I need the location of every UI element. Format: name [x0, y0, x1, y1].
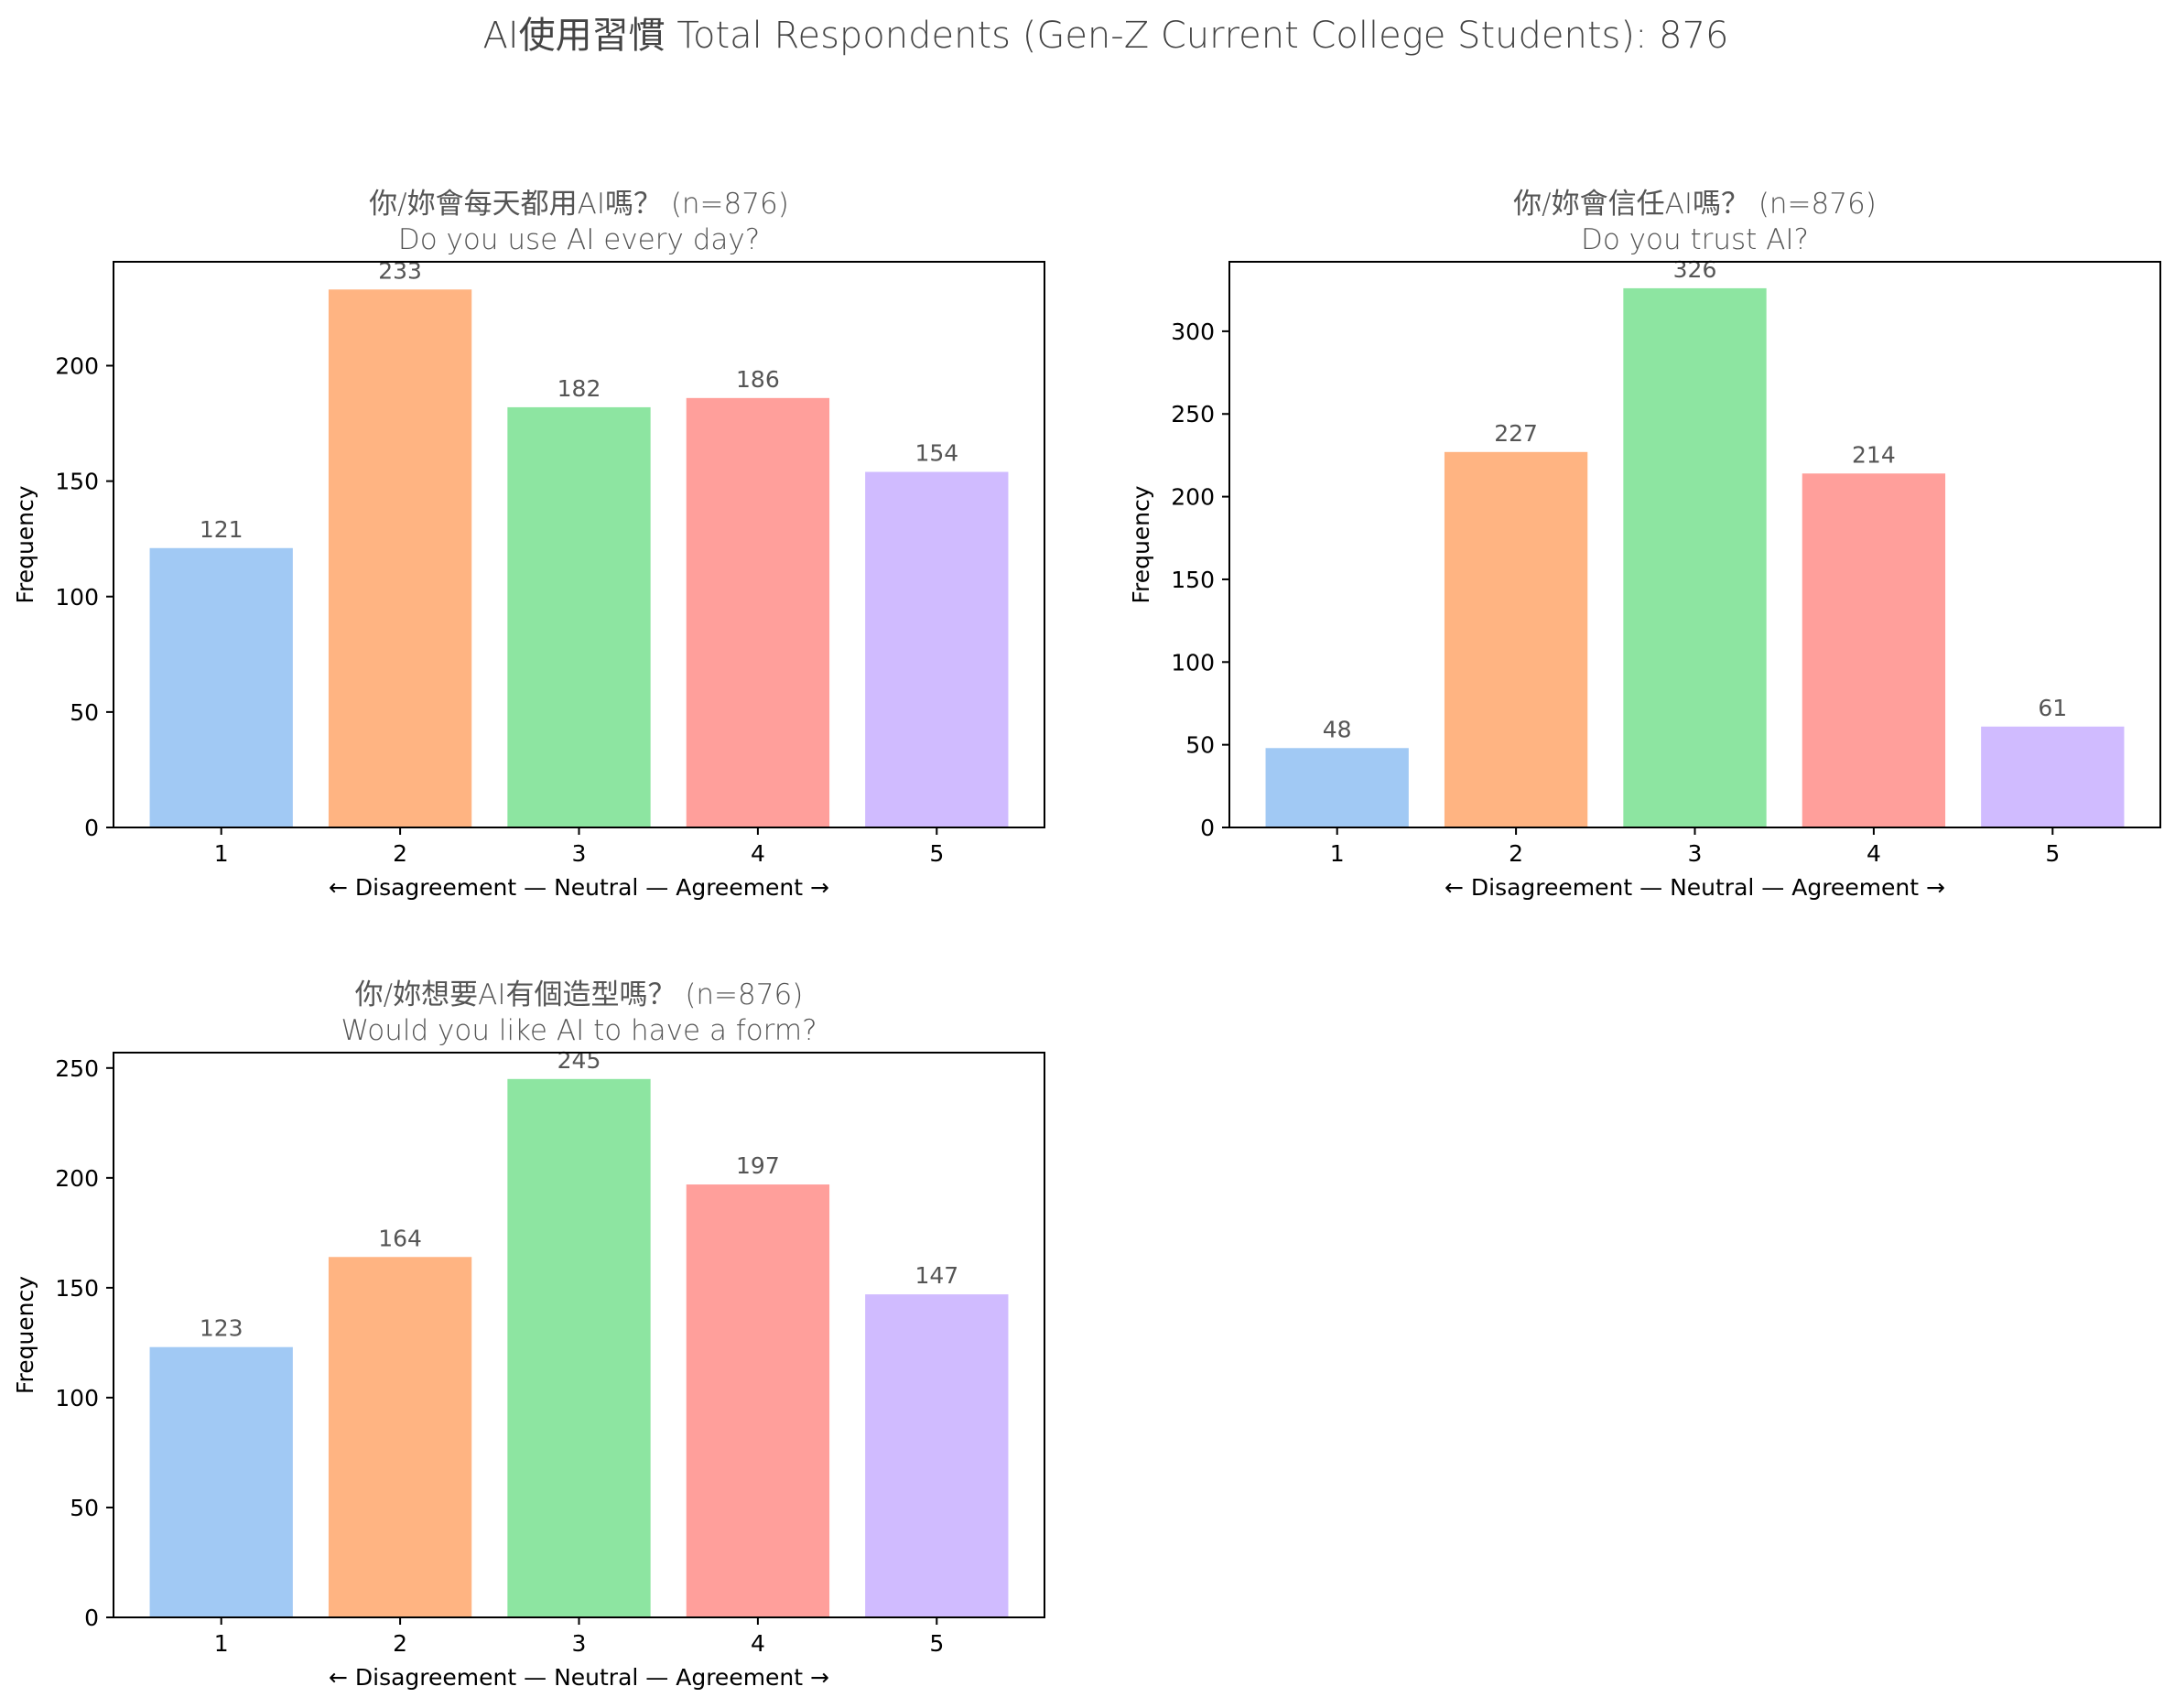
y-tick-label: 200 [55, 1165, 99, 1192]
bar-2 [328, 289, 472, 827]
plot-frame [113, 1052, 1045, 1618]
x-tick-label: 5 [929, 840, 944, 867]
data-label-5: 147 [914, 1262, 958, 1289]
y-tick-label: 150 [55, 469, 99, 495]
figure-title: AI使用習慣 Total Respondents (Gen-Z Current … [482, 15, 1728, 57]
bar-1 [1265, 748, 1409, 827]
y-tick-label: 0 [84, 1605, 99, 1631]
data-label-4: 214 [1852, 441, 1896, 468]
y-tick-label: 200 [55, 353, 99, 380]
bar-5 [1981, 726, 2125, 827]
x-tick-label: 1 [1330, 840, 1345, 867]
chart-form: 你/妳想要AI有個造型嗎？ (n=876)Would you like AI t… [12, 978, 1045, 1691]
bar-4 [686, 1184, 830, 1617]
bar-3 [507, 1078, 651, 1617]
chart-subtitle: Would you like AI to have a form? [341, 1014, 817, 1047]
bar-5 [865, 1294, 1009, 1617]
plot-frame [113, 261, 1045, 828]
x-tick-label: 3 [1688, 840, 1703, 867]
bar-1 [149, 547, 293, 827]
data-label-3: 182 [557, 375, 601, 402]
data-label-4: 186 [736, 366, 780, 393]
y-axis-label: Frequency [12, 1276, 38, 1394]
data-label-5: 154 [914, 440, 958, 467]
y-tick-label: 100 [1171, 649, 1215, 676]
y-tick-label: 250 [55, 1055, 99, 1082]
bar-4 [1802, 473, 1946, 827]
plot-frame [1228, 261, 2161, 828]
y-tick-label: 50 [70, 1495, 99, 1521]
data-label-3: 245 [557, 1047, 601, 1074]
data-label-2: 164 [378, 1225, 422, 1251]
data-label-1: 121 [200, 516, 243, 543]
chart-title: 你/妳會信任AI嗎？ (n=876) [1513, 188, 1877, 221]
x-tick-label: 4 [1867, 840, 1881, 867]
chart-subtitle: Do you trust AI? [1581, 223, 1809, 256]
data-label-4: 197 [736, 1152, 780, 1179]
x-tick-label: 3 [572, 840, 587, 867]
chart-title: 你/妳會每天都用AI嗎？ (n=876) [369, 188, 789, 221]
x-tick-label: 1 [214, 840, 229, 867]
y-tick-label: 100 [55, 584, 99, 611]
x-axis-label: ← Disagreement — Neutral — Agreement → [329, 874, 829, 901]
y-tick-label: 250 [1171, 401, 1215, 427]
bar-4 [686, 397, 830, 827]
x-tick-label: 5 [929, 1630, 944, 1657]
bar-3 [1623, 287, 1767, 827]
x-tick-label: 3 [572, 1630, 587, 1657]
chart-title: 你/妳想要AI有個造型嗎？ (n=876) [355, 978, 804, 1011]
y-tick-label: 200 [1171, 484, 1215, 511]
y-tick-label: 50 [1185, 732, 1215, 759]
x-tick-label: 5 [2045, 840, 2060, 867]
y-tick-label: 0 [1200, 815, 1215, 841]
data-label-2: 227 [1494, 420, 1538, 447]
bar-2 [328, 1257, 472, 1617]
x-tick-label: 2 [393, 840, 407, 867]
charts-container: 你/妳會每天都用AI嗎？ (n=876)Do you use AI every … [12, 188, 2161, 1691]
x-tick-label: 1 [214, 1630, 229, 1657]
y-axis-label: Frequency [1128, 485, 1154, 603]
data-label-3: 326 [1673, 256, 1717, 283]
bar-5 [865, 471, 1009, 827]
y-tick-label: 150 [1171, 567, 1215, 593]
y-tick-label: 0 [84, 815, 99, 841]
x-tick-label: 4 [751, 1630, 765, 1657]
data-label-1: 48 [1323, 716, 1352, 742]
data-label-1: 123 [200, 1315, 243, 1342]
y-axis-label: Frequency [12, 485, 38, 603]
y-tick-label: 300 [1171, 319, 1215, 345]
x-tick-label: 2 [393, 1630, 407, 1657]
bar-2 [1444, 451, 1588, 827]
x-tick-label: 2 [1509, 840, 1523, 867]
chart-subtitle: Do you use AI every day? [398, 223, 760, 256]
y-tick-label: 100 [55, 1385, 99, 1411]
x-axis-label: ← Disagreement — Neutral — Agreement → [1445, 874, 1945, 901]
data-label-5: 61 [2038, 695, 2067, 721]
bar-1 [149, 1346, 293, 1617]
y-tick-label: 50 [70, 699, 99, 726]
bar-3 [507, 406, 651, 827]
chart-trust: 你/妳會信任AI嗎？ (n=876)Do you trust AI? 48 1 227… [1128, 188, 2161, 901]
x-tick-label: 4 [751, 840, 765, 867]
y-tick-label: 150 [55, 1275, 99, 1302]
x-axis-label: ← Disagreement — Neutral — Agreement → [329, 1664, 829, 1691]
chart-daily-use: 你/妳會每天都用AI嗎？ (n=876)Do you use AI every … [12, 188, 1045, 901]
